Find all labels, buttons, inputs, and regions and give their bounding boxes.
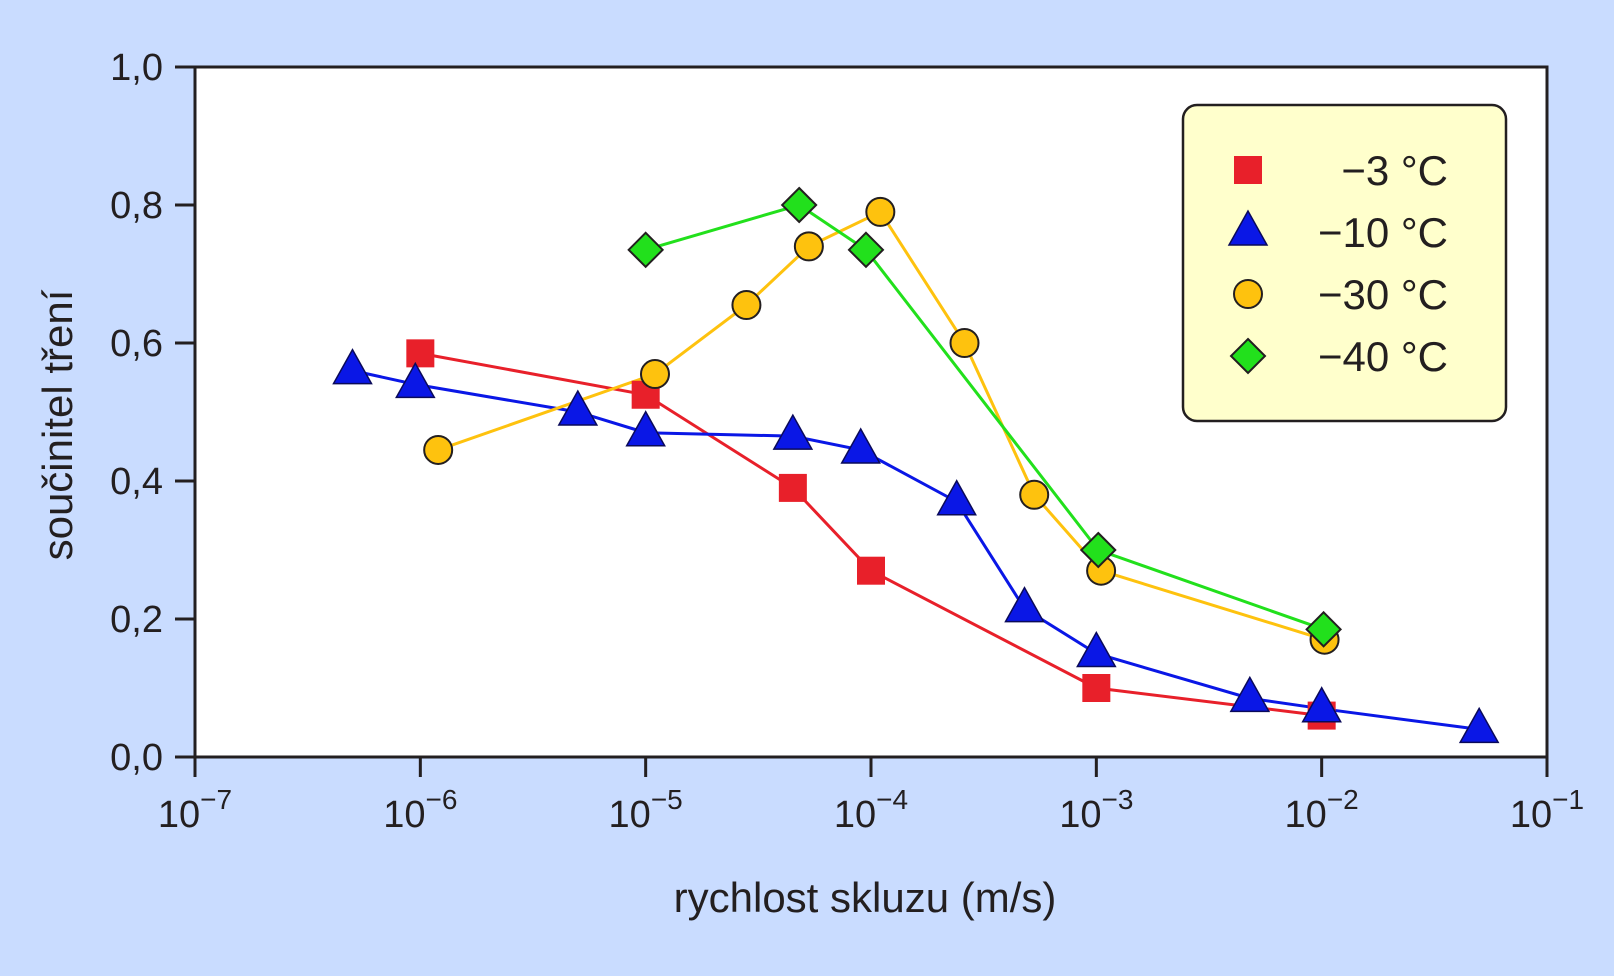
- data-point: [857, 556, 885, 585]
- x-axis-title: rychlost skluzu (m/s): [674, 874, 1057, 921]
- x-tick-base: 10: [1510, 794, 1552, 836]
- data-point: [1229, 675, 1271, 713]
- x-tick-base: 10: [1059, 794, 1101, 836]
- y-tick-label: 0,4: [110, 461, 163, 503]
- y-tick-label: 0,0: [110, 737, 163, 779]
- legend-marker: [1229, 337, 1267, 375]
- legend: −3 °C −10 °C −30 °C −40 °C: [1181, 103, 1508, 423]
- data-point: [1458, 706, 1500, 744]
- data-point: [1082, 674, 1111, 702]
- data-point: [1004, 586, 1045, 623]
- x-tick-exponent: −1: [1552, 784, 1584, 815]
- x-tick-exponent: −3: [1102, 784, 1134, 815]
- axes: 0,00,20,40,60,81,010−7 10−6 10−5 10−4 10−3 10…: [110, 47, 1584, 836]
- y-tick-label: 0,6: [110, 323, 163, 365]
- data-point: [625, 410, 666, 447]
- y-tick-label: 1,0: [110, 47, 163, 89]
- data-point: [780, 186, 818, 224]
- x-tick-label: 10−3: [1059, 784, 1133, 836]
- x-tick-exponent: −2: [1327, 784, 1359, 815]
- data-point: [936, 479, 977, 516]
- x-tick-label: 10−2: [1285, 784, 1359, 836]
- data-point: [949, 328, 980, 358]
- data-point: [840, 427, 881, 464]
- x-tick-base: 10: [834, 794, 876, 836]
- data-point: [1019, 479, 1050, 510]
- legend-box: [1181, 103, 1508, 423]
- x-tick-exponent: −6: [426, 784, 458, 815]
- x-tick-label: 10−5: [609, 784, 683, 836]
- data-point: [731, 290, 762, 321]
- y-tick-label: 0,2: [110, 599, 163, 641]
- x-tick-label: 10−7: [158, 784, 232, 836]
- y-tick-label: 0,8: [110, 185, 163, 227]
- data-point: [772, 413, 814, 450]
- x-tick-exponent: −4: [876, 784, 908, 815]
- y-axis-title: součinitel tření: [34, 289, 81, 560]
- legend-marker: [1227, 209, 1269, 246]
- legend-marker: [1233, 279, 1263, 309]
- x-tick-label: 10−1: [1510, 784, 1584, 836]
- data-point: [865, 196, 896, 227]
- data-point: [627, 231, 665, 269]
- data-point: [1076, 630, 1117, 668]
- legend-label: −10 °C: [1318, 209, 1448, 256]
- legend-label: −3 °C: [1341, 147, 1448, 194]
- data-point: [847, 231, 885, 269]
- x-tick-base: 10: [158, 794, 200, 836]
- data-point: [557, 389, 599, 426]
- x-tick-base: 10: [609, 794, 651, 836]
- data-point: [1305, 610, 1343, 648]
- x-tick-base: 10: [1285, 794, 1327, 836]
- x-tick-exponent: −7: [200, 784, 232, 815]
- data-point: [1079, 531, 1117, 569]
- legend-label: −30 °C: [1318, 271, 1448, 318]
- data-point: [793, 231, 824, 262]
- x-tick-exponent: −5: [651, 784, 683, 815]
- series-line: [420, 351, 1322, 718]
- data-point: [395, 361, 436, 399]
- data-point: [332, 348, 373, 385]
- series-markers: [332, 186, 1500, 744]
- data-point: [423, 434, 454, 465]
- data-point: [1301, 686, 1342, 723]
- data-point: [406, 339, 435, 368]
- data-point: [778, 473, 807, 502]
- x-tick-label: 10−6: [383, 784, 457, 836]
- x-tick-label: 10−4: [834, 784, 908, 836]
- legend-marker: [1234, 156, 1262, 184]
- legend-label: −40 °C: [1318, 333, 1448, 380]
- data-point: [639, 359, 670, 390]
- x-tick-base: 10: [383, 794, 425, 836]
